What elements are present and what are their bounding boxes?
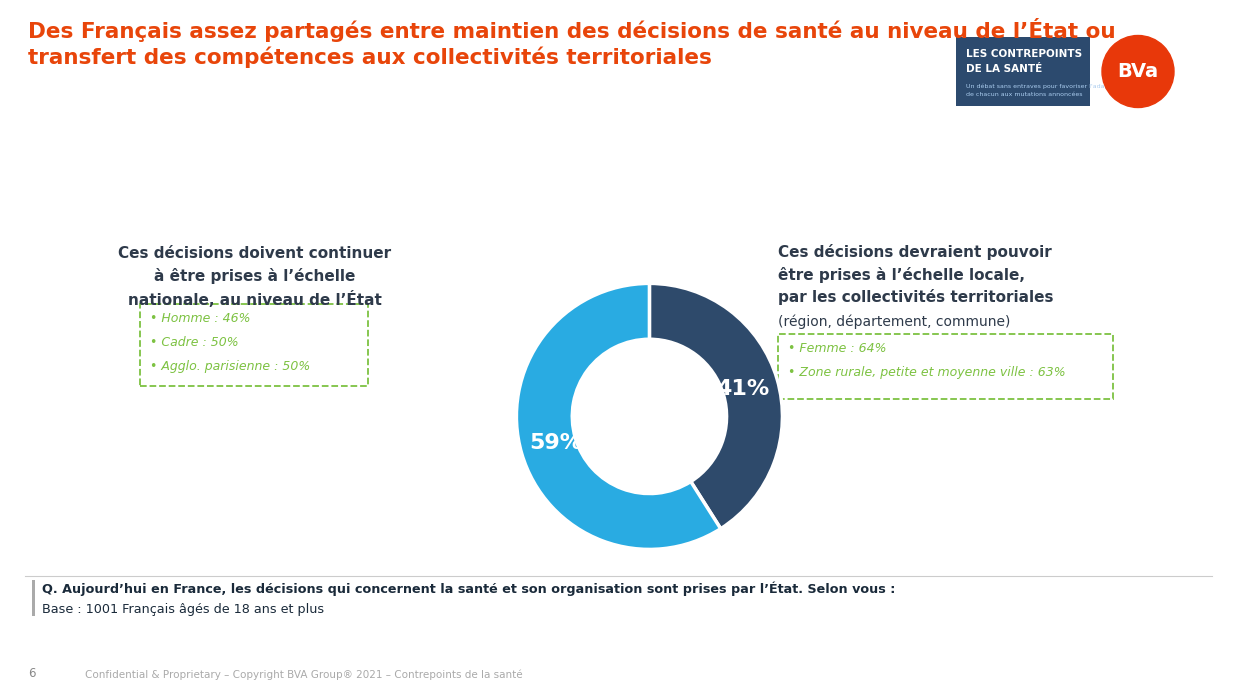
Text: Base : 1001 Français âgés de 18 ans et plus: Base : 1001 Français âgés de 18 ans et p… [42, 603, 324, 616]
Text: Un débat sans entraves pour favoriser l'adaptation: Un débat sans entraves pour favoriser l'… [966, 83, 1127, 89]
Text: • Homme : 46%: • Homme : 46% [150, 312, 251, 325]
Text: • Femme : 64%: • Femme : 64% [788, 341, 887, 355]
Text: (région, département, commune): (région, département, commune) [778, 314, 1011, 328]
Text: Des Français assez partagés entre maintien des décisions de santé au niveau de l: Des Français assez partagés entre mainti… [28, 18, 1116, 42]
Text: Q. Aujourd’hui en France, les décisions qui concernent la santé et son organisat: Q. Aujourd’hui en France, les décisions … [42, 582, 896, 597]
Text: 6: 6 [28, 667, 36, 680]
FancyBboxPatch shape [32, 580, 35, 616]
Text: • Agglo. parisienne : 50%: • Agglo. parisienne : 50% [150, 359, 310, 373]
Wedge shape [516, 283, 721, 550]
Text: 59%: 59% [529, 434, 583, 453]
Text: transfert des compétences aux collectivités territoriales: transfert des compétences aux collectivi… [28, 46, 711, 67]
Text: Ces décisions doivent continuer
à être prises à l’échelle
nationale, au niveau d: Ces décisions doivent continuer à être p… [119, 246, 392, 307]
Text: Confidential & Proprietary – Copyright BVA Group® 2021 – Contrepoints de la sant: Confidential & Proprietary – Copyright B… [85, 670, 522, 680]
Text: de chacun aux mutations annoncées: de chacun aux mutations annoncées [966, 92, 1082, 97]
Text: • Zone rurale, petite et moyenne ville : 63%: • Zone rurale, petite et moyenne ville :… [788, 366, 1065, 378]
Circle shape [1102, 35, 1174, 108]
Text: BVa: BVa [1117, 62, 1159, 81]
Text: DE LA SANTÉ: DE LA SANTÉ [966, 64, 1043, 74]
FancyBboxPatch shape [956, 37, 1090, 106]
Text: Ces décisions devraient pouvoir
être prises à l’échelle locale,
par les collecti: Ces décisions devraient pouvoir être pri… [778, 244, 1054, 305]
Text: • Cadre : 50%: • Cadre : 50% [150, 335, 239, 348]
Text: LES CONTREPOINTS: LES CONTREPOINTS [966, 49, 1082, 59]
Text: 41%: 41% [716, 380, 769, 399]
Wedge shape [649, 283, 783, 529]
